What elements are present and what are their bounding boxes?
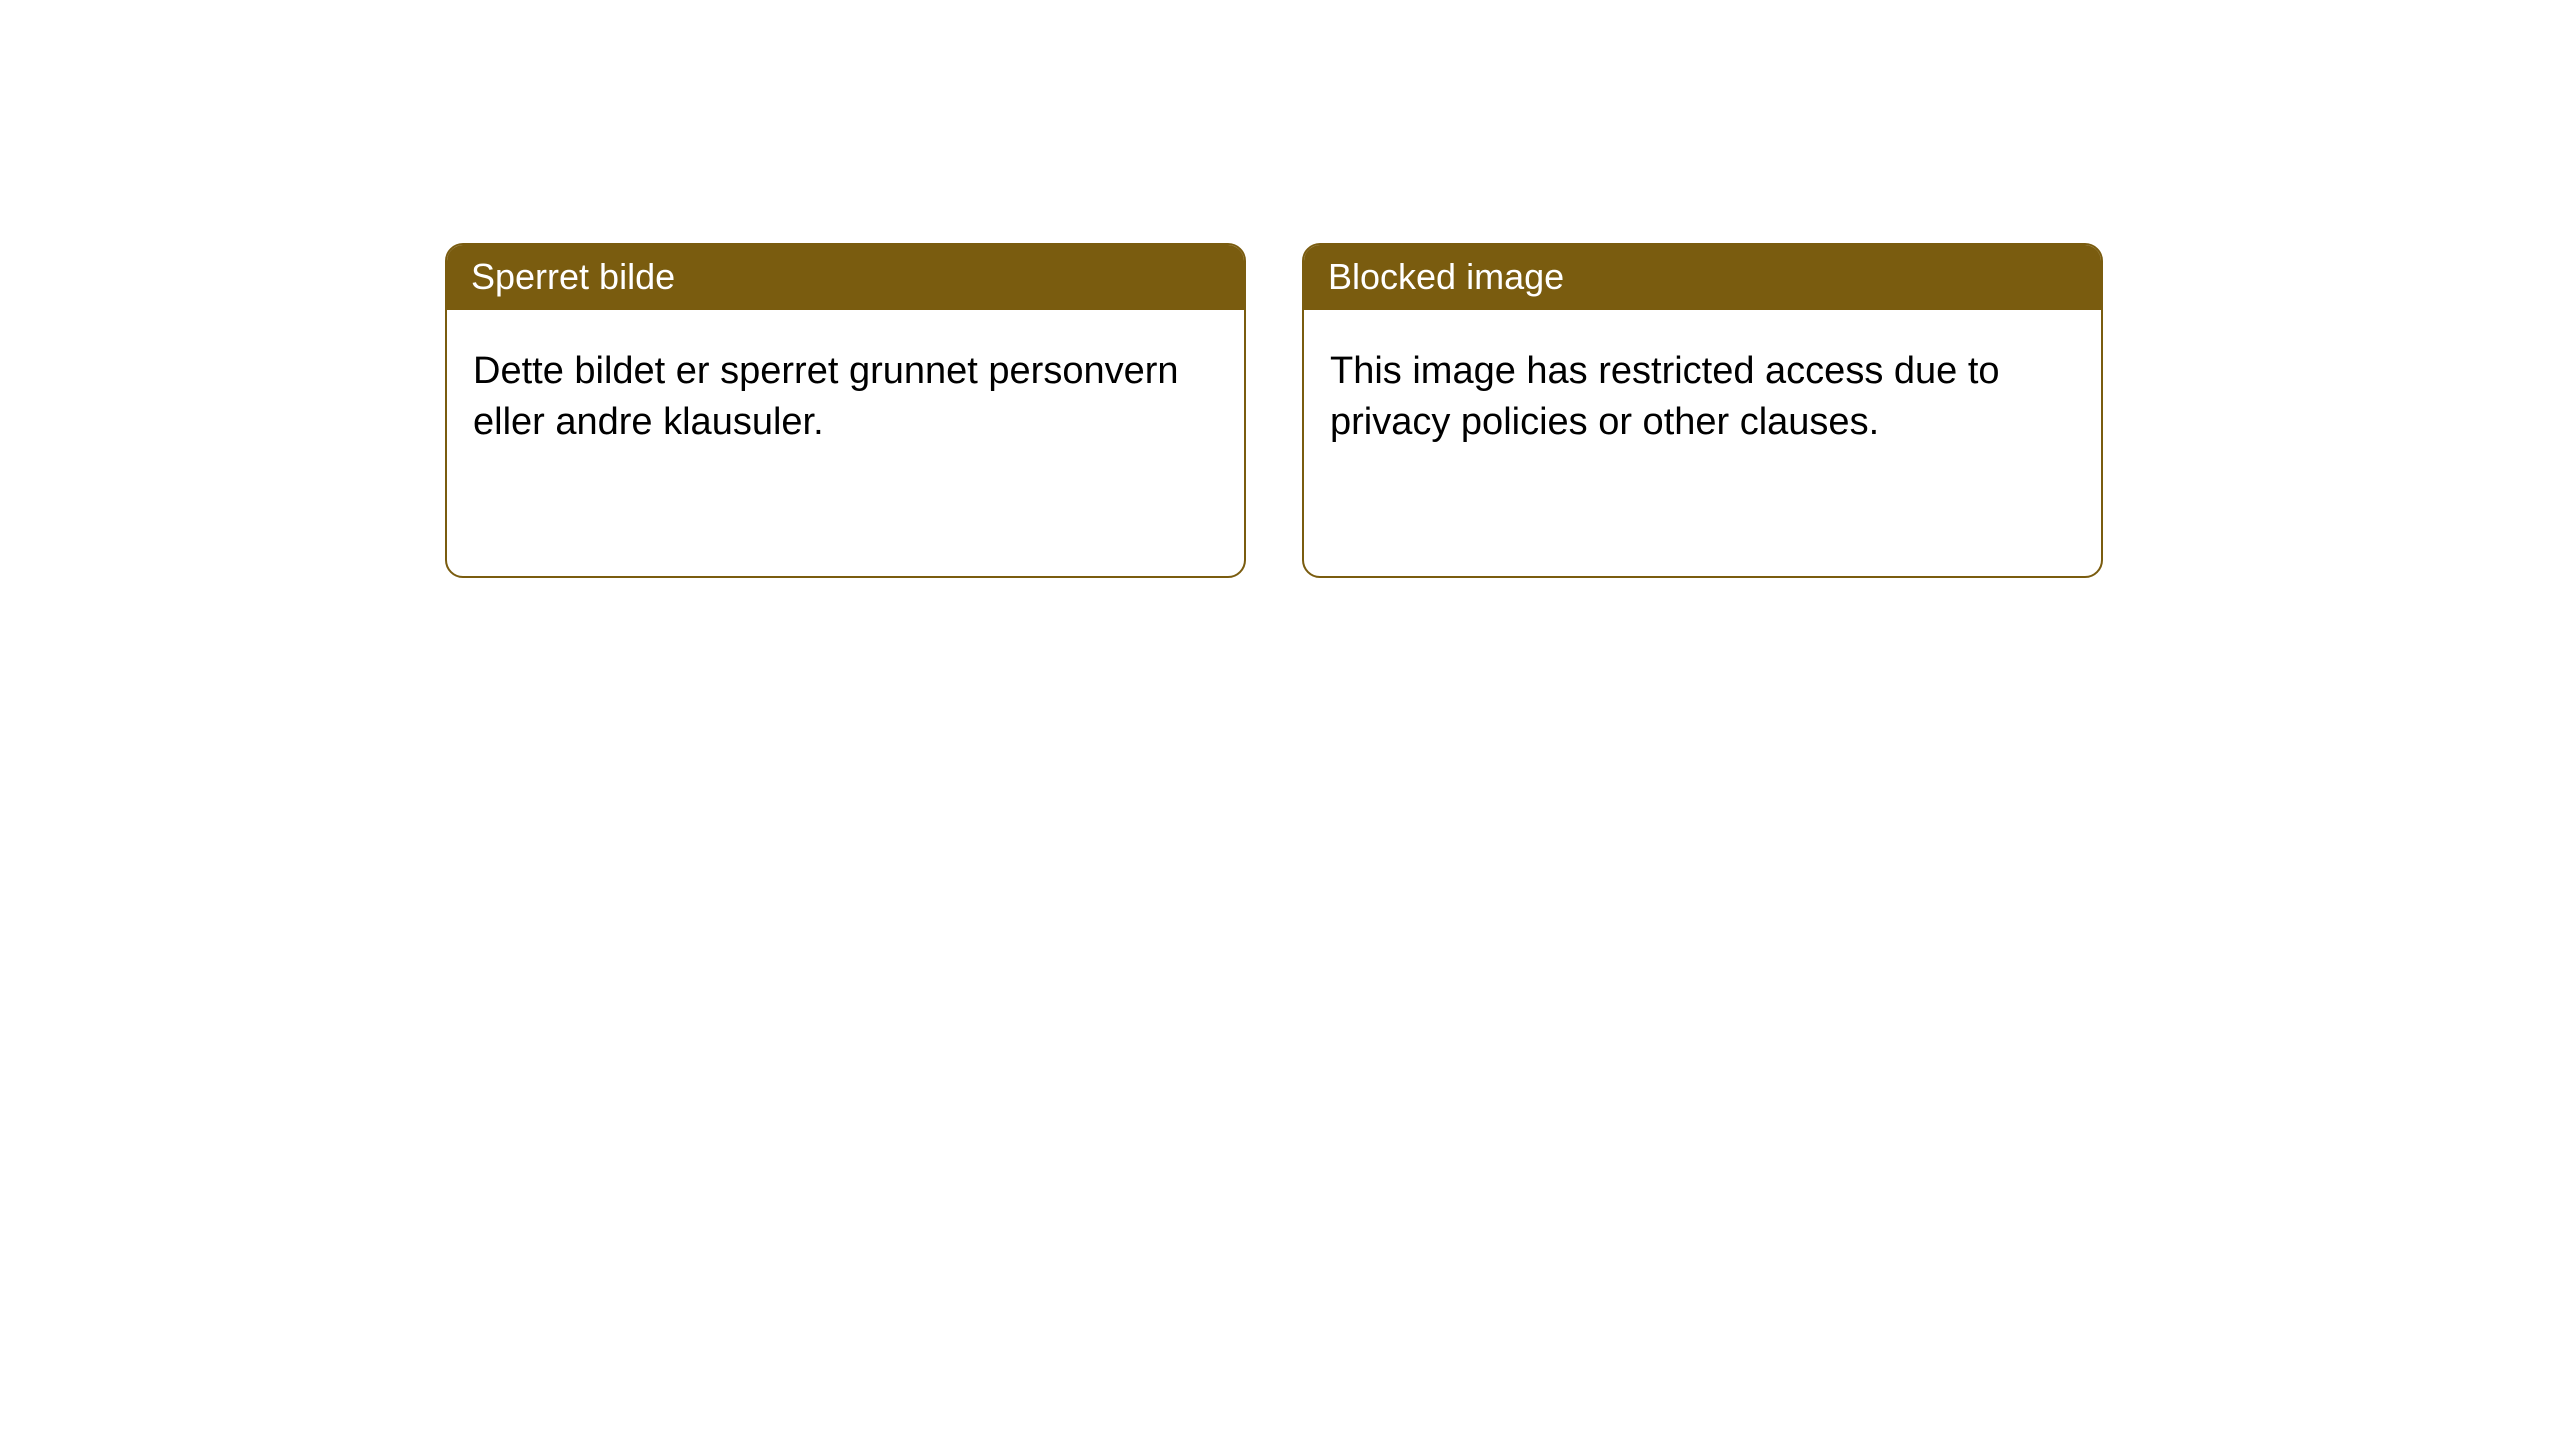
notice-title: Blocked image [1304, 245, 2101, 310]
notice-title: Sperret bilde [447, 245, 1244, 310]
notice-message: Dette bildet er sperret grunnet personve… [447, 310, 1244, 469]
notice-message: This image has restricted access due to … [1304, 310, 2101, 469]
notice-card-english: Blocked image This image has restricted … [1302, 243, 2103, 578]
notice-card-norwegian: Sperret bilde Dette bildet er sperret gr… [445, 243, 1246, 578]
notice-container: Sperret bilde Dette bildet er sperret gr… [0, 0, 2560, 578]
